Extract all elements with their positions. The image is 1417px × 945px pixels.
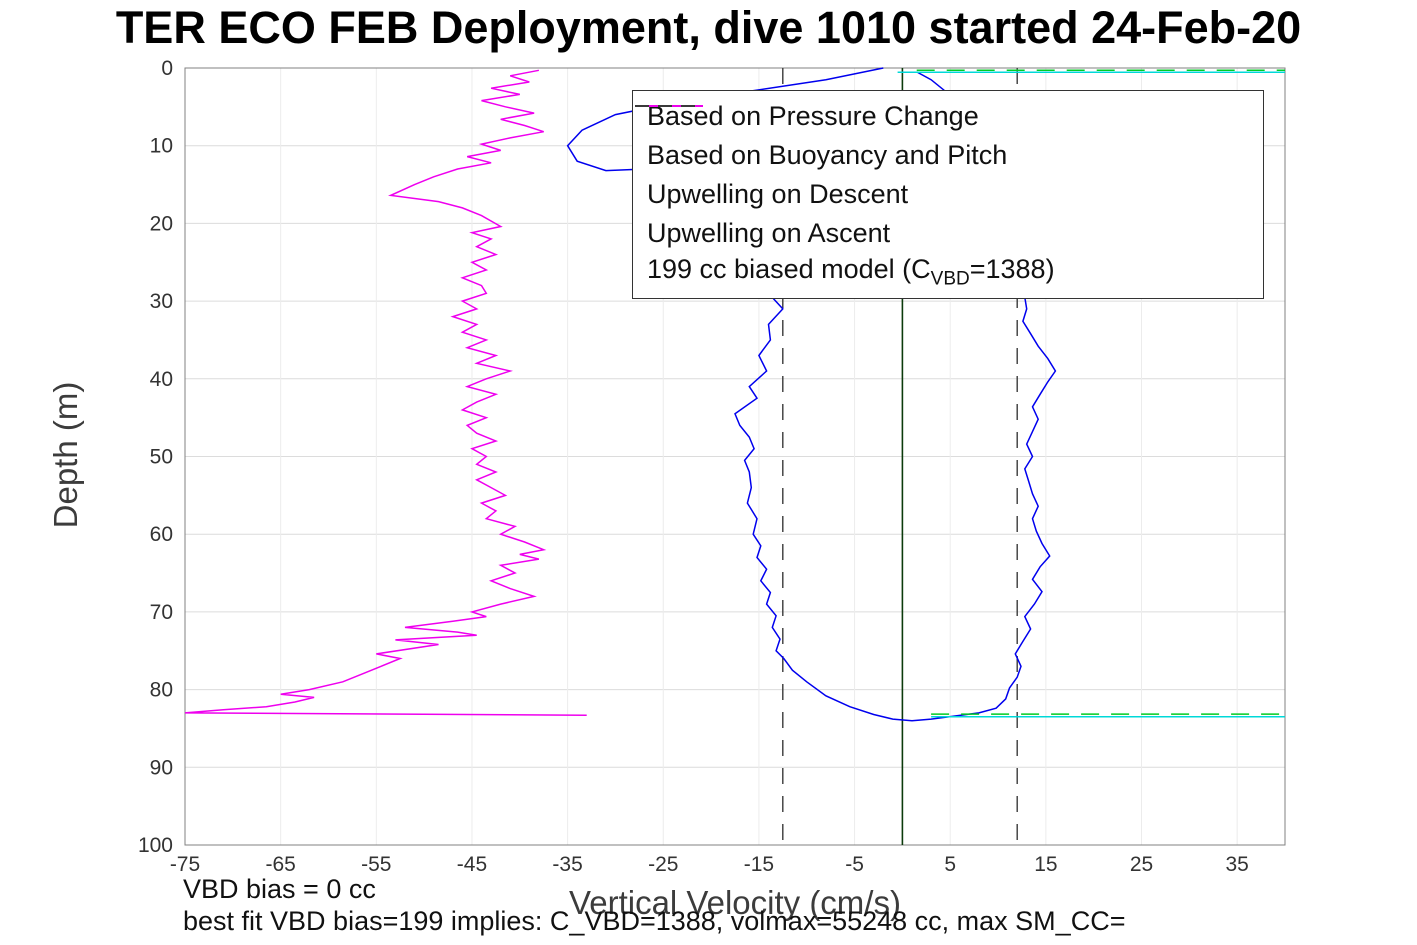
legend-label: Upwelling on Descent — [647, 179, 909, 209]
legend-item-1: Based on Buoyancy and Pitch — [635, 105, 1249, 175]
x-tick-label: -15 — [744, 853, 774, 876]
x-tick-label: 35 — [1225, 853, 1248, 876]
y-tick-label: 60 — [150, 523, 173, 546]
legend-line-sample — [635, 105, 703, 107]
y-tick-label: 90 — [150, 756, 173, 779]
legend-item-2: Upwelling on Descent — [635, 105, 1249, 214]
best-fit-annotation: best fit VBD bias=199 implies: C_VBD=138… — [183, 906, 1126, 936]
x-axis-label: Vertical Velocity (cm/s) — [569, 884, 901, 921]
x-tick-label: 25 — [1130, 853, 1153, 876]
x-tick-label: -35 — [552, 853, 582, 876]
x-tick-label: -55 — [361, 853, 391, 876]
y-tick-label: 20 — [150, 212, 173, 235]
x-tick-label: -5 — [845, 853, 864, 876]
x-tick-label: -65 — [265, 853, 295, 876]
y-tick-label: 100 — [138, 834, 173, 857]
x-tick-label: -45 — [457, 853, 487, 876]
x-tick-label: 5 — [944, 853, 956, 876]
legend-label: Upwelling on Ascent — [647, 218, 891, 248]
y-tick-label: 50 — [150, 446, 173, 469]
plot-border — [184, 67, 1286, 846]
x-tick-label: -25 — [648, 853, 678, 876]
legend-label: 199 cc biased model (CVBD=1388) — [647, 254, 1055, 290]
legend-label: Based on Buoyancy and Pitch — [647, 140, 1008, 170]
y-tick-label: 0 — [161, 57, 173, 80]
axes-box — [184, 67, 1286, 846]
x-tick-label: 15 — [1034, 853, 1057, 876]
legend-item-0: Based on Pressure Change — [635, 97, 1249, 136]
x-tick-label: -75 — [170, 853, 200, 876]
y-tick-label: 30 — [150, 290, 173, 313]
chart-title: TER ECO FEB Deployment, dive 1010 starte… — [115, 2, 1302, 53]
legend-item-4: 199 cc biased model (CVBD=1388) — [635, 105, 1249, 292]
legend: Based on Pressure Change Based on Buoyanc… — [632, 90, 1264, 299]
legend-item-3: Upwelling on Ascent — [635, 105, 1249, 253]
vbd-bias-annotation: VBD bias = 0 cc — [183, 874, 376, 904]
y-tick-label: 80 — [150, 679, 173, 702]
y-tick-label: 10 — [150, 135, 173, 158]
y-tick-label: 70 — [150, 601, 173, 624]
upwelling-descent-line — [184, 69, 587, 716]
y-tick-label: 40 — [150, 368, 173, 391]
